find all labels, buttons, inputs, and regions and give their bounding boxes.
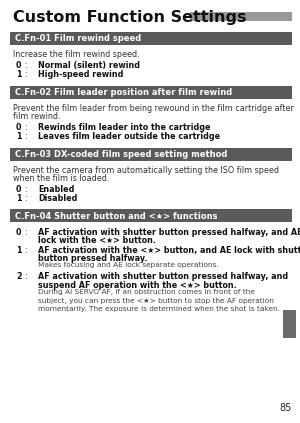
Text: C.Fn-02 Film leader position after film rewind: C.Fn-02 Film leader position after film … [15, 88, 232, 96]
Text: :: : [24, 123, 27, 132]
Text: 1: 1 [16, 245, 22, 255]
Text: subject, you can press the <★> button to stop the AF operation: subject, you can press the <★> button to… [38, 297, 274, 304]
Text: when the film is loaded.: when the film is loaded. [13, 174, 110, 183]
Text: During AI SERVO AF, if an obstruction comes in front of the: During AI SERVO AF, if an obstruction co… [38, 289, 255, 295]
Text: Increase the film rewind speed.: Increase the film rewind speed. [13, 50, 140, 59]
Text: momentarily. The exposure is determined when the shot is taken.: momentarily. The exposure is determined … [38, 306, 280, 312]
Text: 0: 0 [16, 228, 22, 236]
Text: Rewinds film leader into the cartridge: Rewinds film leader into the cartridge [38, 123, 211, 132]
Text: :: : [24, 245, 27, 255]
Text: Leaves film leader outside the cartridge: Leaves film leader outside the cartridge [38, 132, 220, 141]
Text: 2: 2 [16, 272, 22, 281]
Text: 1: 1 [16, 132, 22, 141]
Text: Prevent the film leader from being rewound in the film cartridge after: Prevent the film leader from being rewou… [13, 104, 294, 113]
Text: C.Fn-04 Shutter button and <★> functions: C.Fn-04 Shutter button and <★> functions [15, 212, 217, 220]
Text: :: : [24, 132, 27, 141]
Text: :: : [24, 70, 27, 79]
Text: AF activation with the <★> button, and AE lock with shutter: AF activation with the <★> button, and A… [38, 245, 300, 255]
Text: Enabled: Enabled [38, 184, 74, 193]
Text: 85: 85 [280, 403, 292, 413]
Text: lock with the <★> button.: lock with the <★> button. [38, 236, 156, 245]
Text: 0: 0 [16, 184, 22, 193]
Text: 1: 1 [16, 70, 22, 79]
Bar [10, 209, 292, 222]
Text: C.Fn-01 Film rewind speed: C.Fn-01 Film rewind speed [15, 34, 141, 43]
Text: suspend AF operation with the <★> button.: suspend AF operation with the <★> button… [38, 280, 237, 289]
Text: Makes focusing and AE lock separate operations.: Makes focusing and AE lock separate oper… [38, 263, 219, 269]
Text: 0: 0 [16, 60, 22, 69]
Text: AF activation with shutter button pressed halfway, and AE: AF activation with shutter button presse… [38, 228, 300, 236]
Text: Disabled: Disabled [38, 194, 77, 203]
Text: :: : [24, 194, 27, 203]
Text: film rewind.: film rewind. [13, 112, 61, 121]
Text: button pressed halfway.: button pressed halfway. [38, 254, 148, 263]
Text: Normal (silent) rewind: Normal (silent) rewind [38, 60, 140, 69]
Text: AF activation with shutter button pressed halfway, and: AF activation with shutter button presse… [38, 272, 288, 281]
Text: Custom Function Settings: Custom Function Settings [13, 10, 247, 25]
Text: :: : [24, 228, 27, 236]
Bar [10, 32, 292, 45]
Text: C.Fn-03 DX-coded film speed setting method: C.Fn-03 DX-coded film speed setting meth… [15, 149, 227, 159]
Text: High-speed rewind: High-speed rewind [38, 70, 123, 79]
Text: 0: 0 [16, 123, 22, 132]
Text: :: : [24, 60, 27, 69]
Bar [10, 148, 292, 160]
Bar [283, 310, 296, 338]
Text: 1: 1 [16, 194, 22, 203]
Bar [190, 12, 292, 21]
Text: Prevent the camera from automatically setting the ISO film speed: Prevent the camera from automatically se… [13, 165, 279, 175]
Text: :: : [24, 272, 27, 281]
Text: :: : [24, 184, 27, 193]
Bar [10, 85, 292, 99]
